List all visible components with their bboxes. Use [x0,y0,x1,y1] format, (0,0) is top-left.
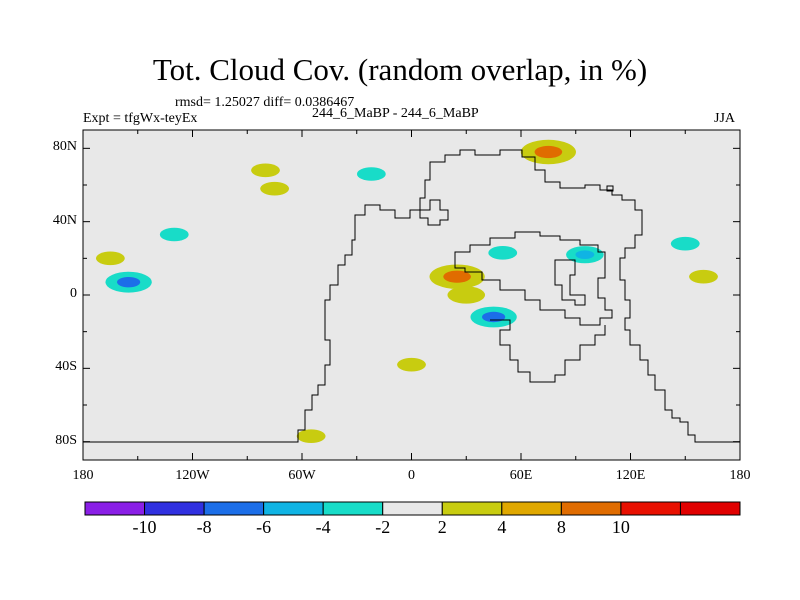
lat-tick-label: 40S [55,359,77,375]
anomaly-patch [397,357,426,372]
inland-basin-inner-outline [554,259,586,306]
colorbar-label: -2 [375,517,391,537]
anomaly-patch [488,246,518,260]
south-landmass-outline [490,319,606,383]
colorbar-swatch [501,501,562,516]
inland-outline-north [419,199,449,226]
colorbar-swatch [263,501,324,516]
anomaly-patch-core [117,276,141,288]
colorbar-label: 2 [437,517,447,537]
colorbar-swatch [679,501,741,516]
anomaly-patch [296,429,326,443]
lon-tick-label: 120W [175,468,210,483]
inland-basin-outline [454,231,613,326]
colorbar-swatch [620,501,681,516]
colorbar-swatch [560,501,622,516]
colorbar-label: 4 [497,517,507,537]
anomaly-patch-core [534,145,563,159]
colorbar-swatch [322,501,384,516]
anomaly-patch [670,236,700,251]
lon-tick-label: 120E [615,468,646,483]
lat-tick-label: 80N [52,139,77,155]
anomaly-patch [260,181,290,196]
colorbar-label: -8 [196,517,212,537]
lon-tick-label: 60E [509,468,533,483]
anomaly-patch-core [575,250,595,259]
anomaly-patch-core [482,311,506,323]
colorbar-swatch [203,501,265,516]
lon-tick-label: 180 [72,468,94,483]
lon-tick-label: 0 [408,468,415,483]
anomaly-patch-core [456,290,476,300]
anomaly-patch [356,167,386,181]
colorbar-swatch [84,501,146,516]
anomaly-patch [95,251,125,266]
colorbar-label: 8 [556,517,566,537]
lat-tick-label: 80S [55,432,77,448]
case-label: 244_6_MaBP - 244_6_MaBP [312,106,479,121]
colorbar-label: 10 [611,517,630,537]
lon-tick-label: 60W [288,468,316,483]
experiment-label: Expt = tfgWx-teyEx [83,111,198,126]
colorbar-swatch [441,501,503,516]
lat-tick-label: 0 [70,286,77,301]
plot-background [83,130,740,460]
colorbar-label: -4 [315,517,331,537]
continent-outline [83,149,740,443]
axis-ticks [82,130,741,460]
colorbar [84,501,741,516]
anomaly-patch-core [443,270,471,283]
anomaly-patch [251,163,280,178]
stats-label: rmsd= 1.25027 diff= 0.0386467 [175,95,355,110]
map-title: Tot. Cloud Cov. (random overlap, in %) [152,52,648,87]
lat-tick-label: 40N [52,212,77,228]
anomaly-patch [159,227,189,242]
colorbar-swatch [144,501,205,516]
season-label: JJA [714,111,736,126]
colorbar-label: -10 [132,517,157,537]
anomaly-patches [95,139,718,443]
lon-tick-label: 180 [729,468,751,483]
anomaly-patch [689,269,718,284]
small-island-outline [606,185,614,192]
colorbar-label: -6 [256,517,272,537]
colorbar-swatch [382,501,443,516]
